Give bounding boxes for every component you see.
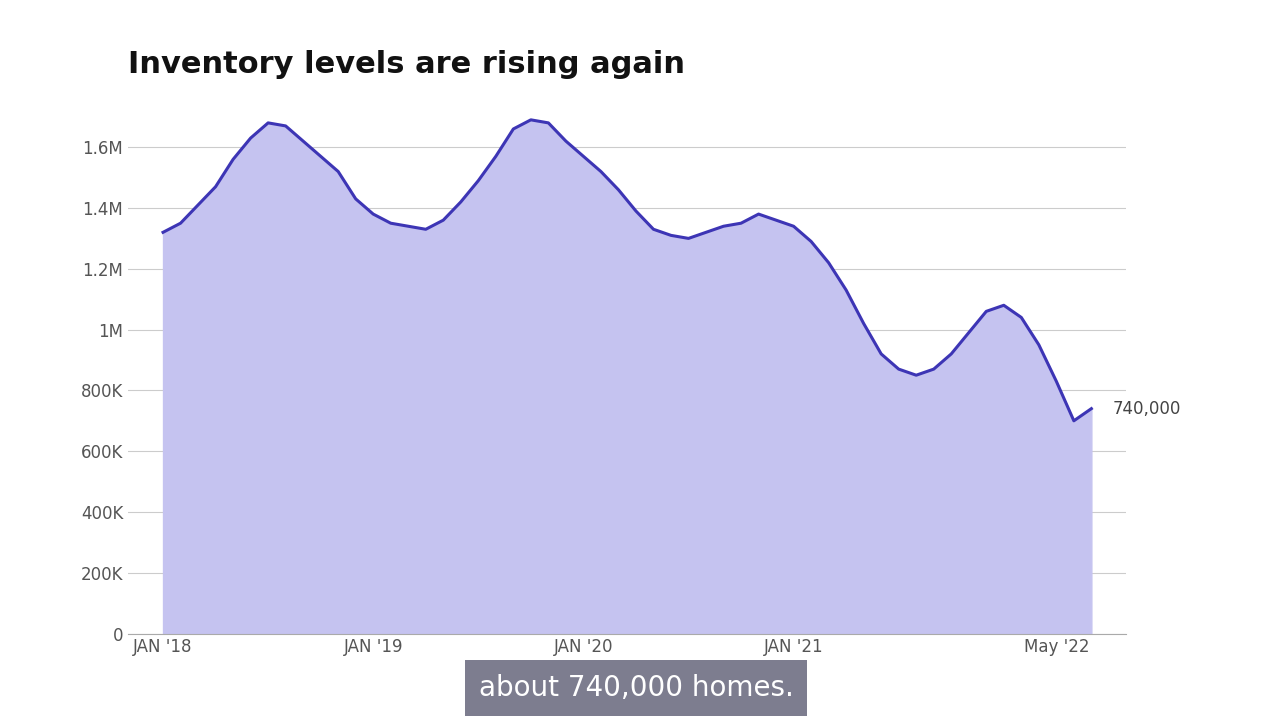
Text: about 740,000 homes.: about 740,000 homes. xyxy=(479,675,794,702)
Text: 740,000: 740,000 xyxy=(1112,400,1180,418)
Text: Inventory levels are rising again: Inventory levels are rising again xyxy=(128,50,685,79)
